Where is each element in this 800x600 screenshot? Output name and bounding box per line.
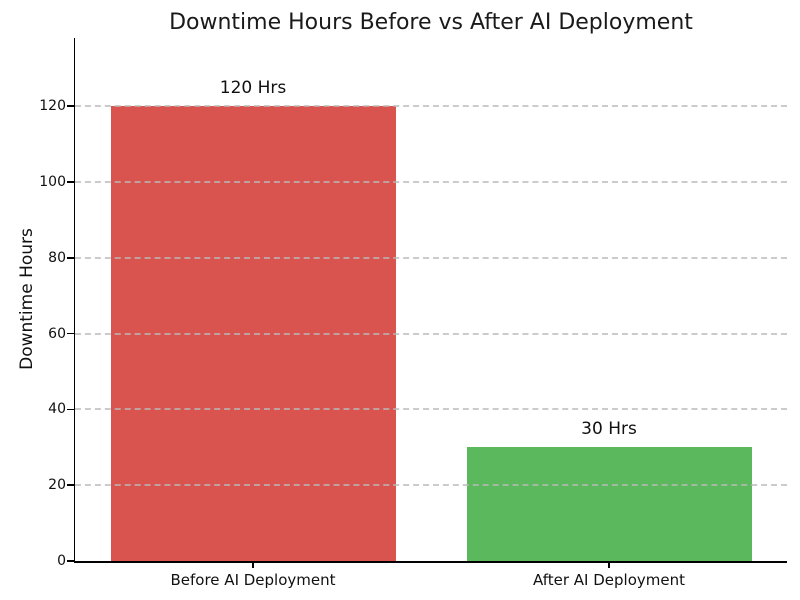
gridline <box>75 181 787 183</box>
bar <box>466 447 752 561</box>
x-tick-label: Before AI Deployment <box>170 571 336 589</box>
y-tick-label: 40 <box>48 401 66 418</box>
y-tick-label: 0 <box>57 553 66 569</box>
y-tick-label: 20 <box>48 477 66 494</box>
plot-area: 0 20 40 60 80 100 120 120 Hrs Before AI Deployme… <box>39 38 787 589</box>
x-tick-label: After AI Deployment <box>533 571 685 589</box>
y-tick-label: 80 <box>48 249 66 266</box>
gridline <box>75 408 787 411</box>
chart-title: Downtime Hours Before vs After AI Deploy… <box>169 10 693 35</box>
y-tick-label: 60 <box>48 325 66 342</box>
bar-value-label: 120 Hrs <box>219 78 287 99</box>
y-tick-mark <box>67 332 74 335</box>
bar-value-label: 30 Hrs <box>581 419 637 440</box>
y-axis-label: Downtime Hours <box>17 228 37 370</box>
y-axis-spine <box>73 38 75 561</box>
y-tick-mark <box>67 408 74 411</box>
gridline <box>75 484 787 487</box>
y-tick-mark <box>67 181 74 183</box>
x-axis-spine <box>73 561 787 563</box>
y-tick-label: 100 <box>39 174 66 190</box>
y-tick-label: 120 <box>39 98 66 115</box>
x-tick-mark <box>252 561 254 568</box>
y-tick-mark <box>67 257 74 259</box>
y-tick-mark <box>67 105 74 107</box>
gridline <box>75 332 787 335</box>
x-tick-mark <box>608 561 610 568</box>
gridline <box>75 256 787 259</box>
gridline <box>75 105 787 108</box>
y-tick-mark <box>67 484 74 486</box>
y-tick-mark <box>67 560 74 562</box>
